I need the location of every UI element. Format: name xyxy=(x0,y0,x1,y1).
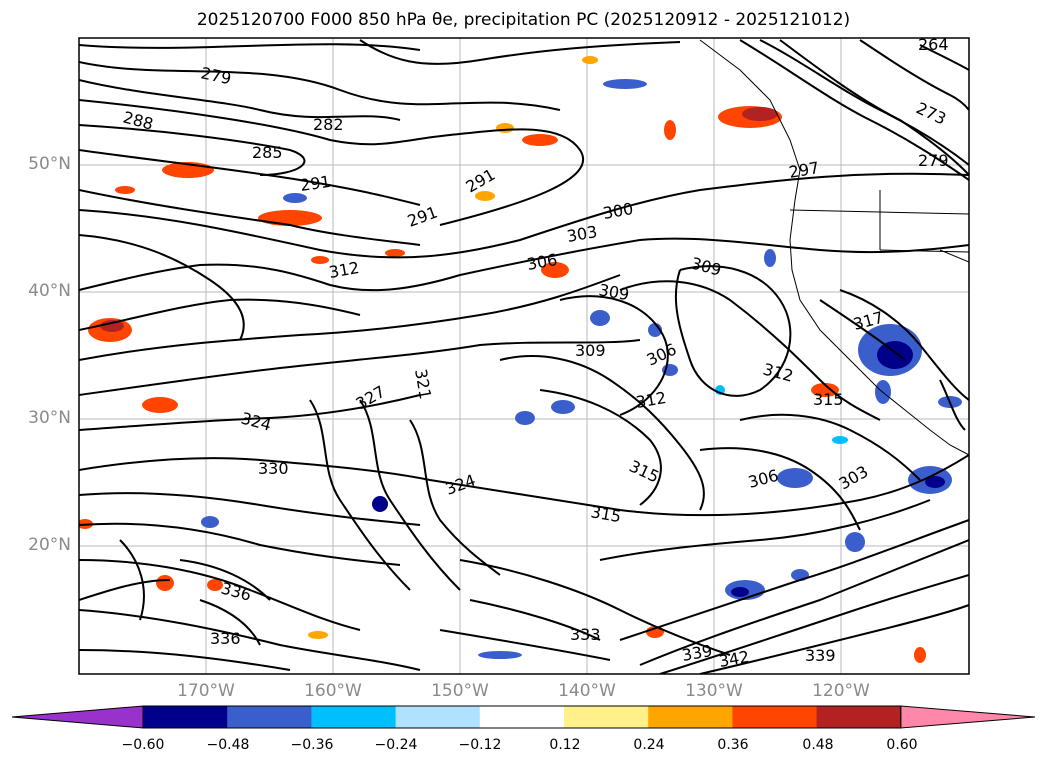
lon-label: 130°W xyxy=(685,681,743,701)
gridlines xyxy=(79,38,969,674)
colorbar-segment xyxy=(143,706,228,728)
colorbar-extend-low xyxy=(11,705,144,729)
lon-label: 160°W xyxy=(304,681,362,701)
colorbar-segment xyxy=(816,706,902,728)
lat-label: 40°N xyxy=(28,281,71,301)
chart-title: 2025120700 F000 850 hPa θe, precipitatio… xyxy=(196,10,851,30)
colorbar-segment xyxy=(227,706,312,728)
lat-label: 50°N xyxy=(28,154,71,174)
colorbar-tick-label: −0.24 xyxy=(374,737,418,753)
contour-label: 336 xyxy=(210,629,241,648)
colorbar xyxy=(11,705,1036,729)
colorbar-tick-label: −0.60 xyxy=(121,737,165,753)
colorbar-tick-label: 0.60 xyxy=(886,737,918,753)
colorbar-segment xyxy=(311,706,397,728)
contour-label: 339 xyxy=(805,646,836,665)
contour-label: 309 xyxy=(575,341,606,360)
lon-label: 150°W xyxy=(431,681,489,701)
contour-label: 315 xyxy=(813,390,844,409)
colorbar-extend-high xyxy=(900,705,1036,729)
contour-label: 333 xyxy=(570,625,601,644)
contour-label: 285 xyxy=(252,143,283,162)
lon-label: 140°W xyxy=(558,681,616,701)
contour-label: 279 xyxy=(918,151,949,170)
map-frame xyxy=(78,37,970,675)
colorbar-segment xyxy=(395,706,481,728)
colorbar-segment xyxy=(564,706,649,728)
colorbar-segment xyxy=(732,706,818,728)
lat-label: 30°N xyxy=(28,408,71,428)
lat-label: 20°N xyxy=(28,535,71,555)
colorbar-tick-label: 0.24 xyxy=(633,737,665,753)
theta-e-contours xyxy=(79,39,969,674)
colorbar-tick-label: −0.12 xyxy=(458,737,502,753)
colorbar-tick-label: 0.12 xyxy=(549,737,581,753)
colorbar-tick-label: 0.48 xyxy=(802,737,834,753)
colorbar-segment xyxy=(648,706,733,728)
colorbar-segment xyxy=(479,706,565,728)
contour-label: 282 xyxy=(313,115,344,134)
colorbar-outline xyxy=(142,705,902,729)
colorbar-tick-label: −0.48 xyxy=(206,737,250,753)
colorbar-tick-label: 0.36 xyxy=(717,737,749,753)
contour-label: 291 xyxy=(299,172,332,195)
lon-label: 170°W xyxy=(177,681,235,701)
contour-label: 264 xyxy=(918,35,949,54)
coastlines xyxy=(699,39,969,456)
lon-label: 120°W xyxy=(812,681,870,701)
colorbar-tick-label: −0.36 xyxy=(290,737,334,753)
contour-label: 330 xyxy=(258,459,289,478)
precip-positive-patches xyxy=(79,56,926,663)
